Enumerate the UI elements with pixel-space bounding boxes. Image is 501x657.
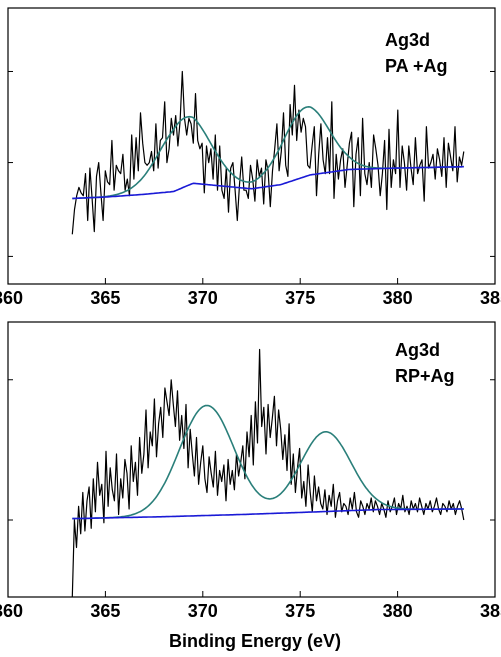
panel-pa-ag: 360 365 370 375 380 385 Ag3d PA +Ag — [0, 7, 501, 308]
plot-frame — [7, 7, 496, 285]
background-line — [72, 508, 464, 520]
annotation-line-2: RP+Ag — [395, 366, 455, 386]
x-tick-label: 380 — [383, 601, 413, 621]
x-tick-label: 385 — [480, 601, 501, 621]
series-layer — [71, 348, 465, 598]
x-tick-label: 375 — [285, 601, 315, 621]
background-line — [72, 165, 464, 200]
x-tick-label: 380 — [383, 288, 413, 308]
x-tick-label: 360 — [0, 601, 23, 621]
x-ticks: 360 365 370 375 380 385 — [0, 591, 501, 621]
x-tick-label: 365 — [90, 288, 120, 308]
fit-envelope-line — [72, 404, 464, 520]
plot-frame — [7, 321, 496, 598]
x-tick-label: 375 — [285, 288, 315, 308]
x-axis-label: Binding Energy (eV) — [169, 631, 341, 651]
annotation-line-2: PA +Ag — [385, 56, 448, 76]
x-tick-label: 385 — [480, 288, 501, 308]
annotation-line-1: Ag3d — [395, 340, 440, 360]
x-tick-label: 370 — [188, 601, 218, 621]
raw-spectrum-line — [71, 348, 465, 598]
y-ticks — [8, 379, 495, 521]
series-layer — [71, 70, 465, 235]
y-ticks — [8, 70, 495, 257]
x-tick-label: 370 — [188, 288, 218, 308]
raw-spectrum-line — [71, 70, 465, 235]
x-tick-label: 360 — [0, 288, 23, 308]
x-tick-label: 365 — [90, 601, 120, 621]
panel-rp-ag: 360 365 370 375 380 385 Ag3d RP+Ag — [0, 321, 501, 621]
x-ticks: 360 365 370 375 380 385 — [0, 278, 501, 308]
annotation-line-1: Ag3d — [385, 30, 430, 50]
